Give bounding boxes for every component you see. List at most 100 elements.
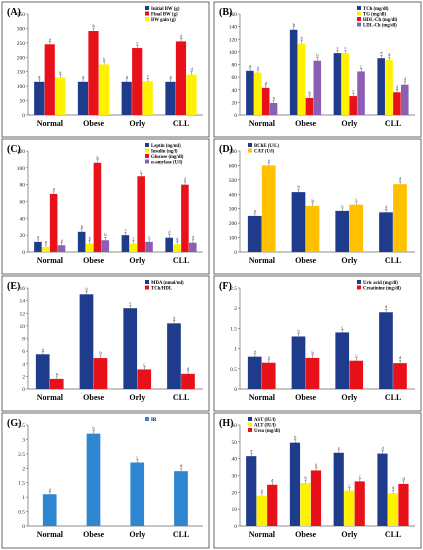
y-tick-label: 4 [22,362,25,368]
significance-label: a [53,186,55,191]
y-tick-label: 30 [232,474,238,480]
panel-label: (C) [7,144,21,155]
chart-panel: (D) 0 100 200 300 400 500 600 700 a a Normal b b Obese… [213,138,422,275]
category-label: Orly [129,119,145,128]
significance-label: c [132,236,134,241]
bar [181,373,195,389]
significance-label: d [187,366,190,371]
y-tick-label: 1.5 [230,326,237,332]
significance-label: d [399,355,402,360]
significance-label: d [180,463,183,468]
bar [269,103,278,115]
y-tick-label: 0.5 [230,367,237,373]
bar [393,92,401,115]
category-label: CLL [173,393,189,402]
y-tick-label: 2 [22,374,25,380]
y-tick-label: 0 [234,250,237,256]
significance-label: c [125,227,127,232]
legend-label: Final BW (g) [151,13,178,18]
significance-label: c [129,300,131,305]
bar [377,58,385,115]
y-tick-label: 2.5 [230,286,237,292]
bar [385,60,393,115]
y-tick-label: 100 [229,236,238,242]
y-tick-label: 0 [22,387,25,393]
significance-label: a [170,74,172,79]
bar [357,71,365,115]
bar [167,323,181,389]
significance-label: a [265,80,267,85]
bar [189,242,197,252]
legend-swatch [145,285,149,290]
bar [379,212,393,252]
bar [349,96,357,115]
y-tick-label: 20 [20,233,26,239]
y-tick-label: 8 [22,337,25,343]
significance-label: d [392,485,395,490]
category-label: Orly [129,256,145,265]
bar [137,369,152,389]
bar [393,184,407,252]
significance-label: a [38,74,40,79]
category-label: Obese [295,256,316,265]
bar [305,97,314,115]
bar [121,235,130,252]
bar [165,81,176,115]
bar [291,336,306,389]
legend-label: AST (IU/l) [254,418,276,423]
bar [377,453,388,526]
legend-label: TCh/HDL [151,287,172,292]
bar [137,176,145,252]
bar [129,243,138,252]
category-label: CLL [173,119,189,128]
legend-label: Uric acid (mg/dl) [363,281,398,286]
bar [145,241,153,252]
bar [44,44,55,115]
significance-label: b [93,23,96,28]
legend-label: Leptin (ng/ml) [151,144,181,149]
category-label: Obese [83,119,104,128]
significance-label: a [59,69,61,74]
significance-label: c [148,234,150,239]
significance-label: b [305,475,308,480]
y-tick-label: 100 [17,84,26,90]
bar [49,378,64,389]
bar [186,74,197,115]
y-tick-label: 3.5 [18,423,25,429]
y-tick-label: 60 [20,200,26,206]
bar [132,48,143,115]
bar [165,237,173,252]
y-tick-label: 16 [20,286,26,292]
chart-panel: (H) 0 10 20 30 40 50 60 a a a Normal b b b Obese c c c Orly… [213,412,422,549]
category-label: Orly [341,530,357,539]
bar [130,462,145,526]
panel-label: (G) [7,418,21,429]
significance-label: c [355,353,357,358]
y-tick-label: 0 [234,524,237,530]
category-label: CLL [385,393,401,402]
legend-label: α-amylase (U/l) [151,161,183,166]
significance-label: d [191,67,194,72]
y-tick-label: 200 [229,221,238,227]
bar [335,332,350,389]
significance-label: d [184,177,187,182]
significance-label: d [176,236,179,241]
significance-label: d [382,446,385,451]
category-label: Normal [249,393,276,402]
panel-label: (E) [7,281,20,292]
significance-label: a [249,63,251,68]
y-tick-label: 50 [232,440,238,446]
category-label: Orly [341,393,357,402]
legend-swatch [248,143,252,147]
significance-label: a [126,74,128,79]
y-tick-label: 100 [17,166,26,172]
legend-swatch [145,280,149,284]
y-tick-label: 200 [17,55,26,61]
y-tick-label: 100 [229,50,238,56]
legend-label: CAT (U/l) [254,150,275,155]
significance-label: c [341,203,343,208]
significance-label: c [344,45,346,50]
legend-swatch [248,417,252,421]
y-tick-label: 80 [20,183,26,189]
legend-swatch [145,17,149,21]
